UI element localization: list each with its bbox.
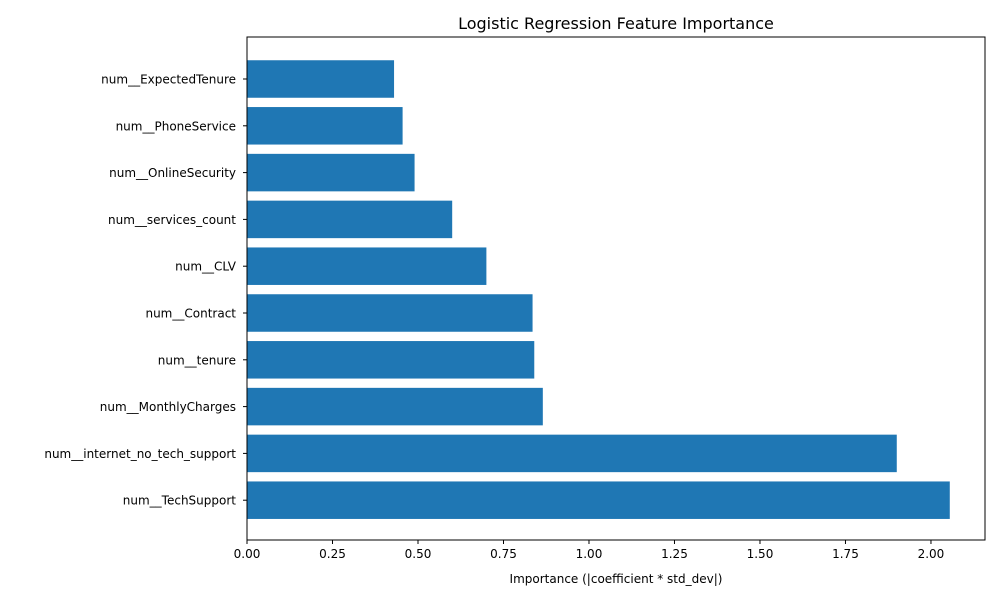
bar — [247, 107, 403, 145]
bar — [247, 60, 395, 98]
bar — [247, 153, 415, 192]
y-tick-label: num__PhoneService — [116, 119, 236, 133]
x-tick-label: 0.75 — [490, 547, 517, 561]
bar — [247, 481, 950, 519]
x-tick-label: 1.75 — [832, 547, 859, 561]
plot-frame — [246, 36, 986, 541]
y-tick-label: num__TechSupport — [123, 494, 237, 508]
bar — [247, 387, 543, 426]
bars-layer — [247, 60, 950, 519]
y-tick-label: num__tenure — [158, 353, 236, 367]
x-tick-label: 0.25 — [319, 547, 346, 561]
x-tick-label: 1.50 — [747, 547, 774, 561]
bar — [247, 247, 487, 285]
y-tick-label: num__OnlineSecurity — [109, 166, 236, 180]
y-tick-label: num__CLV — [175, 260, 237, 274]
x-tick-label: 0.00 — [234, 547, 261, 561]
y-axis-ticks: num__ExpectedTenure num__PhoneService num_… — [44, 73, 247, 508]
y-tick-label: num__services_count — [108, 213, 236, 227]
x-axis-ticks: 0.00 0.25 0.50 0.75 1.00 1.25 1.50 1.75 2.00 — [234, 540, 945, 561]
chart-title: Logistic Regression Feature Importance — [458, 14, 774, 33]
bar — [247, 341, 535, 379]
x-tick-label: 1.00 — [576, 547, 603, 561]
y-tick-label: num__internet_no_tech_support — [44, 447, 236, 461]
x-tick-label: 1.25 — [661, 547, 688, 561]
y-tick-label: num__Contract — [145, 307, 236, 321]
bar — [247, 434, 897, 473]
bar — [247, 294, 533, 332]
x-axis-label: Importance (|coefficient * std_dev|) — [510, 572, 723, 586]
y-tick-label: num__ExpectedTenure — [101, 73, 236, 87]
bar — [247, 200, 453, 239]
x-tick-label: 0.50 — [405, 547, 432, 561]
y-tick-label: num__MonthlyCharges — [100, 400, 236, 414]
x-tick-label: 2.00 — [918, 547, 945, 561]
